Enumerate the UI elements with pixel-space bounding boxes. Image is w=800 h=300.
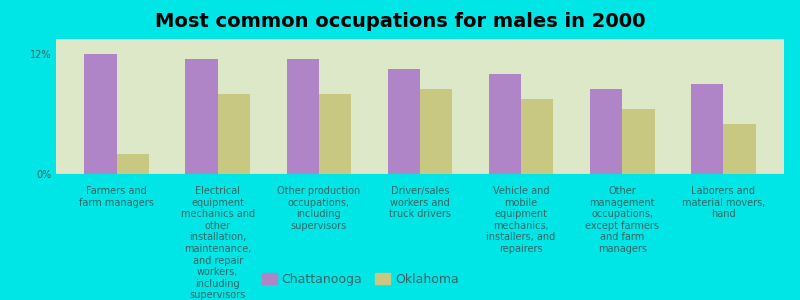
- Text: Farmers and
farm managers: Farmers and farm managers: [79, 186, 154, 208]
- Bar: [84, 54, 117, 174]
- Text: Vehicle and
mobile
equipment
mechanics,
installers, and
repairers: Vehicle and mobile equipment mechanics, …: [486, 186, 556, 254]
- Bar: [489, 74, 521, 174]
- Bar: [622, 109, 654, 174]
- Text: Other production
occupations,
including
supervisors: Other production occupations, including …: [278, 186, 361, 231]
- Bar: [319, 94, 351, 174]
- Bar: [218, 94, 250, 174]
- Bar: [388, 69, 420, 174]
- Text: Most common occupations for males in 2000: Most common occupations for males in 200…: [154, 12, 646, 31]
- Bar: [186, 59, 218, 174]
- Bar: [691, 84, 723, 174]
- Text: Other
management
occupations,
except farmers
and farm
managers: Other management occupations, except far…: [586, 186, 659, 254]
- Bar: [117, 154, 149, 174]
- Text: Laborers and
material movers,
hand: Laborers and material movers, hand: [682, 186, 765, 219]
- Text: Electrical
equipment
mechanics and
other
installation,
maintenance,
and repair
w: Electrical equipment mechanics and other…: [181, 186, 255, 300]
- Bar: [286, 59, 319, 174]
- Text: Driver/sales
workers and
truck drivers: Driver/sales workers and truck drivers: [389, 186, 451, 219]
- Bar: [590, 89, 622, 174]
- Legend: Chattanooga, Oklahoma: Chattanooga, Oklahoma: [257, 268, 463, 291]
- Bar: [420, 89, 452, 174]
- Bar: [723, 124, 756, 174]
- Bar: [521, 99, 554, 174]
